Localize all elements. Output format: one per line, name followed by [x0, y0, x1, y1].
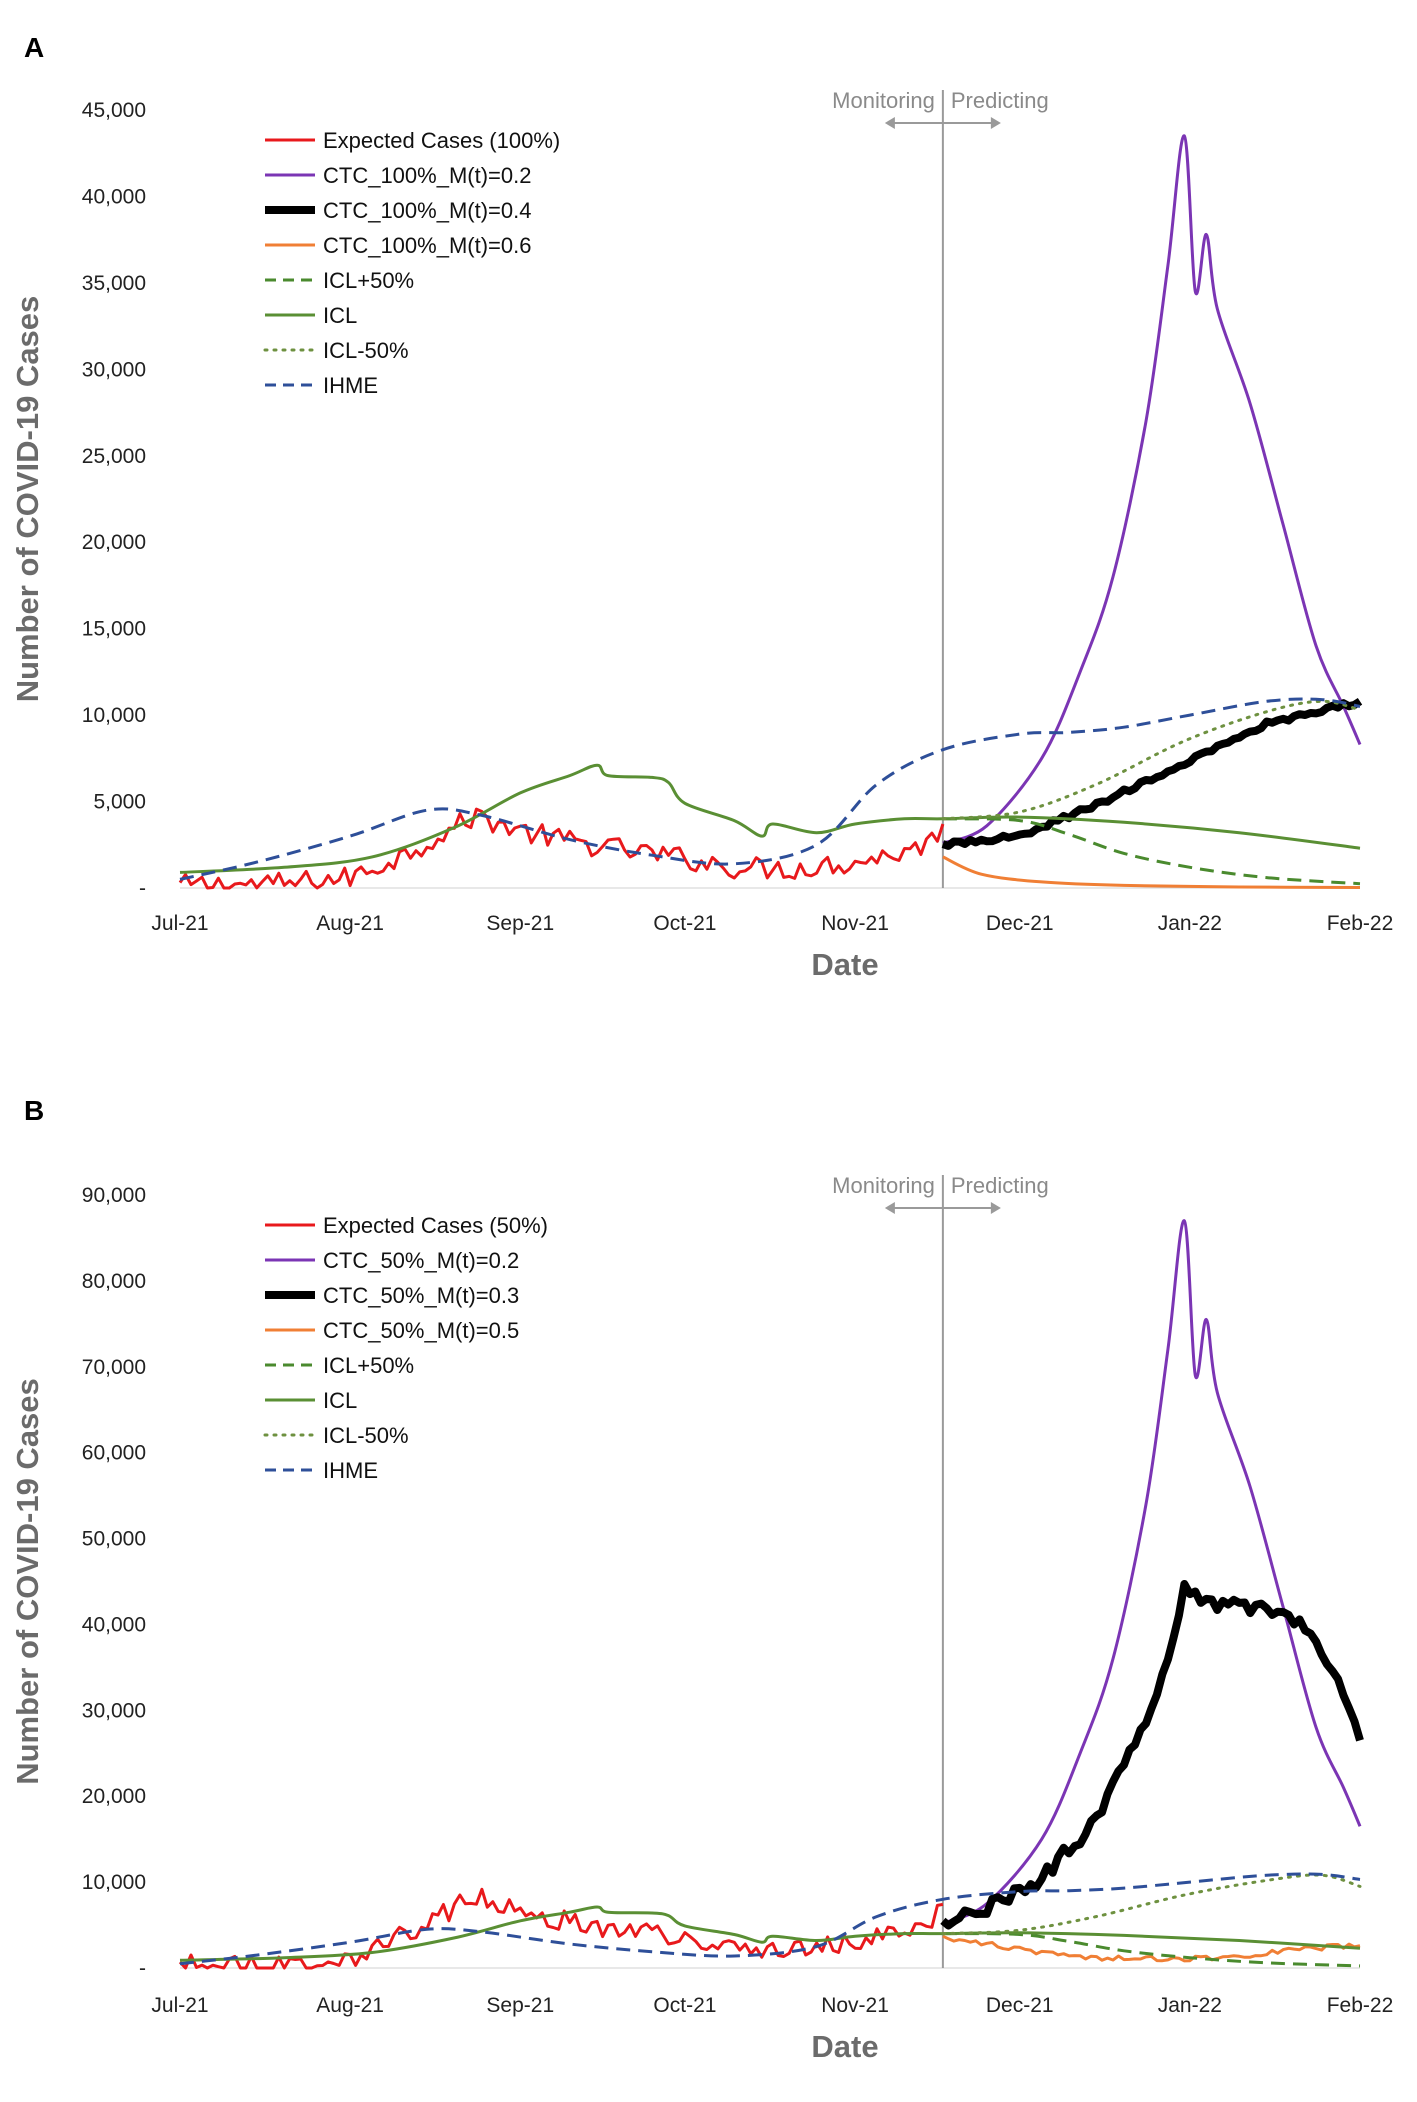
phase-label-predicting: Predicting [951, 1173, 1049, 1198]
phase-arrow-left [884, 117, 895, 129]
series-line-0 [178, 1887, 944, 1970]
phase-label-monitoring: Monitoring [832, 1173, 935, 1198]
legend-label: ICL-50% [323, 338, 409, 363]
x-tick-label: Dec-21 [986, 1994, 1054, 2017]
x-tick-label: Sep-21 [486, 1994, 554, 2017]
x-tick-label: Aug-21 [316, 912, 384, 935]
phase-label-predicting: Predicting [951, 88, 1049, 113]
series-line-7 [179, 1872, 1361, 1966]
series-line-0 [178, 807, 945, 890]
y-tick-label: 80,000 [82, 1270, 146, 1293]
x-tick-label: Nov-21 [821, 1994, 889, 2017]
y-tick-label: 40,000 [82, 185, 146, 208]
series-line-6 [941, 1873, 1362, 1936]
x-tick-label: Jul-21 [151, 912, 208, 935]
y-tick-label: 20,000 [82, 531, 146, 554]
x-tick-label: Aug-21 [316, 1994, 384, 2017]
series-line-1 [942, 1219, 1362, 1925]
x-tick-label: Sep-21 [486, 912, 554, 935]
y-tick-label: 15,000 [82, 618, 146, 641]
x-tick-label: Oct-21 [653, 912, 716, 935]
y-tick-label: 25,000 [82, 445, 146, 468]
series-line-1 [942, 134, 1362, 845]
legend-label: CTC_100%_M(t)=0.4 [323, 198, 531, 223]
chart-panel-a: A - 5,000 10,000 15,000 20,000 25,000 30,000 35,… [10, 32, 1393, 982]
phase-arrow-right [990, 1202, 1001, 1214]
y-tick-label: 35,000 [82, 272, 146, 295]
legend-label: IHME [323, 373, 378, 398]
x-tick-label: Jan-22 [1158, 1994, 1222, 2017]
legend-label: CTC_50%_M(t)=0.3 [323, 1283, 519, 1308]
y-tick-label: - [139, 1957, 146, 1980]
y-tick-label: 40,000 [82, 1613, 146, 1636]
legend-label: IHME [323, 1458, 378, 1483]
panel-label: A [24, 32, 44, 63]
series-line-4 [942, 817, 1361, 886]
x-tick-label: Jan-22 [1158, 912, 1222, 935]
y-tick-label: 10,000 [82, 1871, 146, 1894]
series-line-3 [942, 1934, 1361, 1963]
y-tick-label: 60,000 [82, 1442, 146, 1465]
x-tick-label: Nov-21 [821, 912, 889, 935]
y-tick-label: 10,000 [82, 704, 146, 727]
phase-label-monitoring: Monitoring [832, 88, 935, 113]
y-tick-label: 45,000 [82, 99, 146, 122]
y-tick-label: 5,000 [93, 791, 146, 814]
legend-label: CTC_100%_M(t)=0.2 [323, 163, 531, 188]
legend-label: CTC_50%_M(t)=0.5 [323, 1318, 519, 1343]
panel-label: B [24, 1095, 44, 1126]
y-axis-title: Number of COVID-19 Cases [10, 1378, 45, 1785]
y-axis-title: Number of COVID-19 Cases [10, 296, 45, 703]
plot-area [178, 1219, 1364, 1970]
x-tick-label: Oct-21 [653, 1994, 716, 2017]
y-tick-label: 20,000 [82, 1785, 146, 1808]
series-line-3 [942, 855, 1361, 889]
legend-label: Expected Cases (50%) [323, 1213, 548, 1238]
legend: Expected Cases (50%) CTC_50%_M(t)=0.2 CTC_… [263, 1213, 548, 1483]
x-axis-title: Date [811, 2029, 878, 2064]
series-line-4 [942, 1932, 1361, 1968]
series-line-5 [179, 1905, 1361, 1962]
legend-label: ICL-50% [323, 1423, 409, 1448]
x-tick-label: Feb-22 [1327, 912, 1394, 935]
legend: Expected Cases (100%) CTC_100%_M(t)=0.2 CT… [263, 128, 560, 398]
chart-panel-b: B - 10,000 20,000 30,000 40,000 50,000 60,000 70… [10, 1095, 1393, 2064]
series-line-2 [941, 697, 1363, 850]
x-tick-label: Feb-22 [1327, 1994, 1394, 2017]
legend-label: ICL [323, 303, 357, 328]
plot-area [178, 134, 1363, 890]
legend-label: Expected Cases (100%) [323, 128, 560, 153]
x-tick-label: Jul-21 [151, 1994, 208, 2017]
series-line-5 [179, 763, 1361, 874]
y-tick-label: 90,000 [82, 1184, 146, 1207]
phase-arrow-left [884, 1202, 895, 1214]
y-tick-label: - [139, 877, 146, 900]
series-line-6 [941, 699, 1362, 821]
y-tick-label: 30,000 [82, 1699, 146, 1722]
y-tick-label: 70,000 [82, 1356, 146, 1379]
x-tick-label: Dec-21 [986, 912, 1054, 935]
legend-label: ICL [323, 1388, 357, 1413]
legend-label: ICL+50% [323, 1353, 414, 1378]
legend-label: CTC_50%_M(t)=0.2 [323, 1248, 519, 1273]
x-axis-title: Date [811, 947, 878, 982]
legend-label: ICL+50% [323, 268, 414, 293]
y-tick-label: 50,000 [82, 1528, 146, 1551]
phase-arrow-right [990, 117, 1001, 129]
series-line-7 [179, 697, 1361, 881]
y-tick-label: 30,000 [82, 358, 146, 381]
legend-label: CTC_100%_M(t)=0.6 [323, 233, 531, 258]
